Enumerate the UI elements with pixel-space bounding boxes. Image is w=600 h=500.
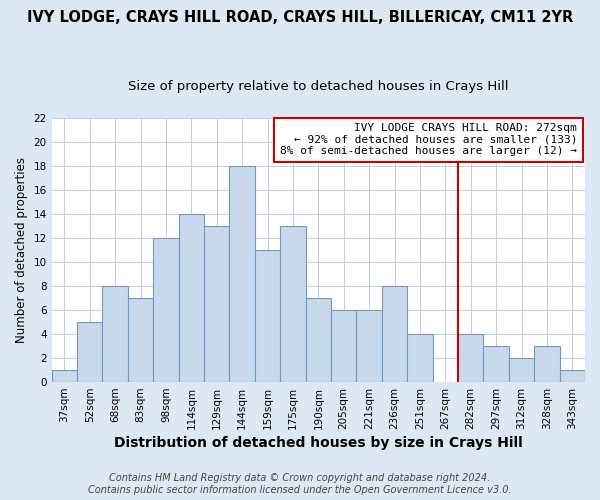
Text: IVY LODGE, CRAYS HILL ROAD, CRAYS HILL, BILLERICAY, CM11 2YR: IVY LODGE, CRAYS HILL ROAD, CRAYS HILL, …: [27, 10, 573, 25]
Bar: [128, 298, 153, 382]
Bar: [179, 214, 204, 382]
Bar: [153, 238, 179, 382]
Bar: [560, 370, 585, 382]
Bar: [280, 226, 305, 382]
Bar: [356, 310, 382, 382]
Text: IVY LODGE CRAYS HILL ROAD: 272sqm
← 92% of detached houses are smaller (133)
8% : IVY LODGE CRAYS HILL ROAD: 272sqm ← 92% …: [280, 123, 577, 156]
Bar: [255, 250, 280, 382]
X-axis label: Distribution of detached houses by size in Crays Hill: Distribution of detached houses by size …: [114, 436, 523, 450]
Bar: [52, 370, 77, 382]
Bar: [331, 310, 356, 382]
Bar: [458, 334, 484, 382]
Bar: [229, 166, 255, 382]
Bar: [484, 346, 509, 382]
Bar: [407, 334, 433, 382]
Bar: [534, 346, 560, 382]
Bar: [204, 226, 229, 382]
Text: Contains HM Land Registry data © Crown copyright and database right 2024.
Contai: Contains HM Land Registry data © Crown c…: [88, 474, 512, 495]
Title: Size of property relative to detached houses in Crays Hill: Size of property relative to detached ho…: [128, 80, 509, 93]
Y-axis label: Number of detached properties: Number of detached properties: [15, 157, 28, 343]
Bar: [305, 298, 331, 382]
Bar: [509, 358, 534, 382]
Bar: [103, 286, 128, 382]
Bar: [77, 322, 103, 382]
Bar: [382, 286, 407, 382]
